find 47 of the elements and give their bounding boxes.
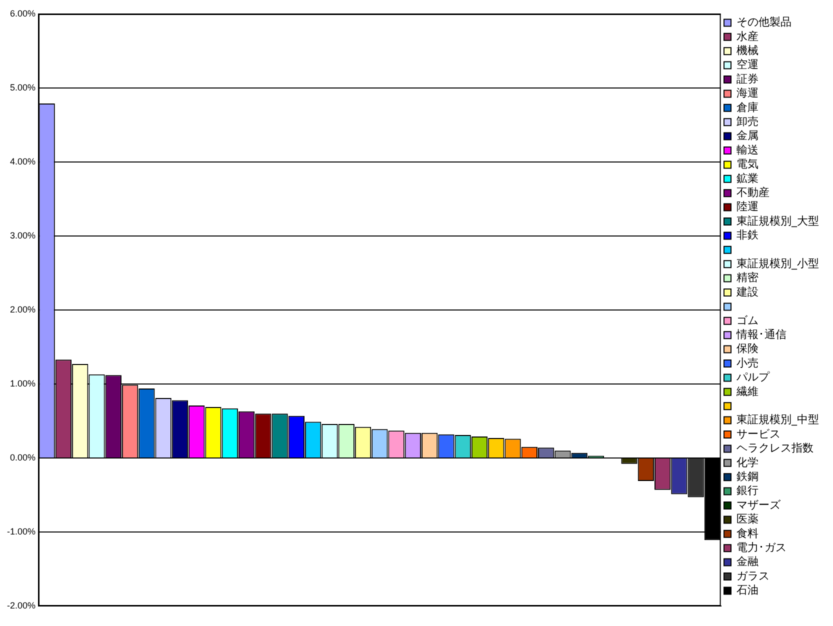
legend-label: 電力･ガス xyxy=(736,540,786,554)
legend-label: 東証規模別_小型 xyxy=(736,256,819,270)
legend-label: その他製品 xyxy=(736,16,792,29)
legend-label: 情報･通信 xyxy=(736,328,786,341)
legend-label: 水産 xyxy=(736,30,758,43)
legend-label: 銀行 xyxy=(736,484,758,498)
legend-label: 金融 xyxy=(736,555,758,568)
legend-label: 化学 xyxy=(736,456,758,469)
legend-label: 石油 xyxy=(736,584,758,597)
legend-label: 輸送 xyxy=(736,143,758,156)
legend-label: 食料 xyxy=(736,526,758,540)
legend-label: 倉庫 xyxy=(736,100,758,114)
y-tick-label: 3.00% xyxy=(10,230,36,240)
legend-label: サービス xyxy=(736,427,780,440)
legend-label: パルプ xyxy=(736,370,770,384)
legend-label: 建設 xyxy=(736,285,758,298)
legend-label: 金属 xyxy=(736,129,758,142)
legend-label: 電気 xyxy=(736,158,758,171)
legend-label: 機械 xyxy=(736,44,758,57)
legend-label: ゴム xyxy=(736,314,758,327)
legend-label: 陸運 xyxy=(736,200,758,214)
legend-label: 鉱業 xyxy=(736,172,758,185)
legend-label: 小売 xyxy=(736,356,758,370)
y-tick-label: 5.00% xyxy=(10,82,36,92)
legend-label: 証券 xyxy=(736,72,758,86)
y-tick-label: 6.00% xyxy=(10,8,36,18)
legend-label: 不動産 xyxy=(736,186,770,199)
legend-label: 保険 xyxy=(736,342,758,356)
legend-label: 精密 xyxy=(736,271,758,284)
legend-label: 東証規模別_中型 xyxy=(736,413,819,426)
legend-label: ガラス xyxy=(736,569,770,582)
legend-label: 空運 xyxy=(736,58,758,72)
legend-label: マザーズ xyxy=(736,498,782,512)
y-tick-label: 0.00% xyxy=(10,452,36,462)
y-tick-label: 4.00% xyxy=(10,156,36,166)
y-tick-label: -1.00% xyxy=(6,526,36,536)
y-tick-label: 1.00% xyxy=(10,378,36,388)
legend-label: 鉄鋼 xyxy=(736,470,758,483)
legend-label: 医薬 xyxy=(736,512,758,526)
legend-label: 海運 xyxy=(736,86,758,100)
y-tick-label: -2.00% xyxy=(6,600,36,610)
legend-label: 東証規模別_大型 xyxy=(736,214,819,228)
legend-label: 卸売 xyxy=(736,114,758,128)
legend-label: 繊維 xyxy=(736,384,758,398)
legend-label: 非鉄 xyxy=(736,228,758,242)
legend-label: ヘラクレス指数 xyxy=(736,442,814,455)
y-tick-label: 2.00% xyxy=(10,304,36,314)
